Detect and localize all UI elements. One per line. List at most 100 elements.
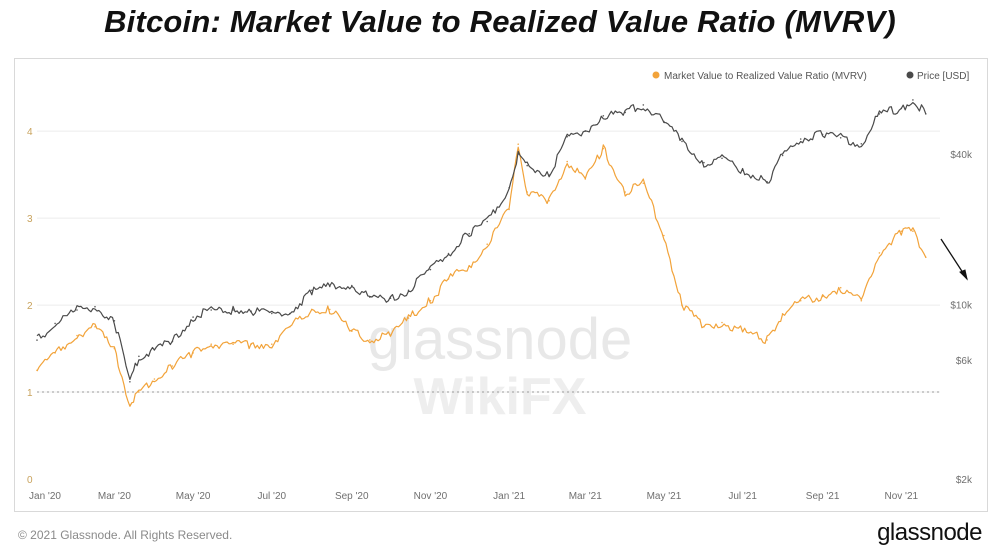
mvrv-point — [663, 234, 665, 237]
mvrv-point — [129, 404, 131, 406]
price-point — [766, 181, 768, 183]
mvrv-point — [721, 321, 723, 324]
price-point — [624, 111, 626, 114]
x-tick-label: Mar '21 — [569, 491, 602, 502]
price-point — [900, 107, 903, 110]
price-point — [486, 220, 489, 223]
mvrv-point — [878, 252, 881, 254]
price-point — [407, 289, 410, 292]
x-tick-label: Sep '21 — [806, 491, 840, 502]
price-point — [171, 340, 174, 343]
price-point — [289, 312, 291, 315]
price-point — [566, 135, 568, 138]
mvrv-point — [912, 230, 914, 232]
price-point — [192, 316, 194, 318]
watermark-wikifx: WikiFX — [414, 368, 587, 426]
axis-layer: 0 1 2 3 4 $2k $6k $10k $40k Jan '20 Mar '20 May '20… — [27, 127, 973, 502]
series-layer — [36, 99, 927, 407]
copyright-text: © 2021 Glassnode. All Rights Reserved. — [18, 528, 233, 542]
price-point — [703, 161, 705, 164]
mvrv-point — [508, 208, 510, 211]
x-tick-label: Jul '20 — [257, 491, 286, 502]
price-point — [925, 113, 927, 115]
price-point — [447, 252, 450, 255]
chart-frame: glassnode WikiFX 0 1 2 3 4 $2k $6k $10k $40k Jan '… — [14, 58, 988, 512]
mvrv-point — [860, 299, 863, 302]
y-left-tick-label: 3 — [27, 214, 33, 225]
price-point — [839, 137, 842, 139]
x-tick-label: Nov '20 — [414, 491, 448, 502]
x-tick-label: Jan '20 — [29, 491, 61, 502]
mvrv-point — [839, 286, 842, 289]
y-right-tick-label: $10k — [950, 300, 973, 311]
price-point — [799, 138, 802, 140]
mvrv-point — [250, 343, 252, 346]
mvrv-point — [94, 326, 96, 328]
price-point — [250, 310, 252, 312]
price-point — [741, 169, 744, 171]
price-point — [681, 140, 683, 143]
mvrv-point — [517, 143, 519, 145]
mvrv-point — [741, 330, 744, 333]
mvrv-point — [781, 313, 784, 315]
price-point — [76, 309, 78, 311]
mvrv-point — [429, 299, 432, 302]
price-point — [389, 297, 392, 299]
price-point — [94, 305, 96, 308]
mvrv-point — [407, 317, 410, 319]
price-point — [526, 164, 528, 167]
mvrv-point — [329, 308, 331, 311]
mvrv-point — [311, 308, 313, 311]
mvrv-point — [351, 330, 353, 333]
mvrv-point — [171, 365, 174, 367]
price-point — [36, 339, 38, 341]
mvrv-point — [821, 295, 824, 298]
y-left-tick-label: 2 — [27, 301, 33, 312]
price-point — [584, 130, 587, 132]
y-left-tick-label: 4 — [27, 127, 33, 138]
mvrv-point — [271, 343, 273, 346]
legend-price-marker — [906, 71, 914, 79]
price-point — [878, 113, 881, 115]
legend-price-label: Price [USD] — [917, 71, 969, 82]
mvrv-point — [76, 334, 78, 337]
legend-mvrv-marker — [652, 71, 660, 79]
price-point — [721, 157, 723, 160]
x-tick-label: May '21 — [647, 491, 682, 502]
mvrv-point — [624, 191, 626, 193]
mvrv-point — [54, 352, 56, 354]
price-point — [642, 104, 645, 106]
mvrv-point — [289, 326, 291, 328]
y-right-tick-label: $2k — [956, 475, 973, 486]
price-point — [138, 355, 140, 358]
mvrv-point — [389, 334, 392, 337]
y-right-tick-label: $6k — [956, 356, 973, 367]
x-tick-label: Nov '21 — [885, 491, 919, 502]
page-title: Bitcoin: Market Value to Realized Value … — [104, 4, 896, 39]
price-point — [54, 322, 56, 325]
price-point — [517, 153, 519, 155]
x-tick-label: Jul '21 — [728, 491, 757, 502]
mvrv-point — [642, 182, 645, 185]
price-point — [329, 285, 331, 288]
price-point — [508, 187, 510, 189]
price-point — [210, 309, 212, 311]
mvrv-series-line — [36, 144, 927, 407]
mvrv-point — [566, 160, 568, 163]
mvrv-point — [703, 326, 705, 328]
price-point — [468, 232, 471, 235]
mvrv-point — [138, 391, 140, 393]
trend-arrow-head — [959, 269, 968, 281]
mvrv-point — [925, 256, 927, 259]
mvrv-point — [210, 343, 212, 346]
price-point — [912, 99, 914, 101]
x-tick-label: May '20 — [176, 491, 211, 502]
mvrv-point — [766, 339, 768, 341]
mvrv-point — [584, 178, 587, 180]
mvrv-point — [602, 147, 605, 150]
mvrv-point — [900, 230, 903, 232]
x-tick-label: Jan '21 — [493, 491, 525, 502]
mvrv-point — [447, 278, 450, 280]
price-series-line — [36, 102, 927, 380]
